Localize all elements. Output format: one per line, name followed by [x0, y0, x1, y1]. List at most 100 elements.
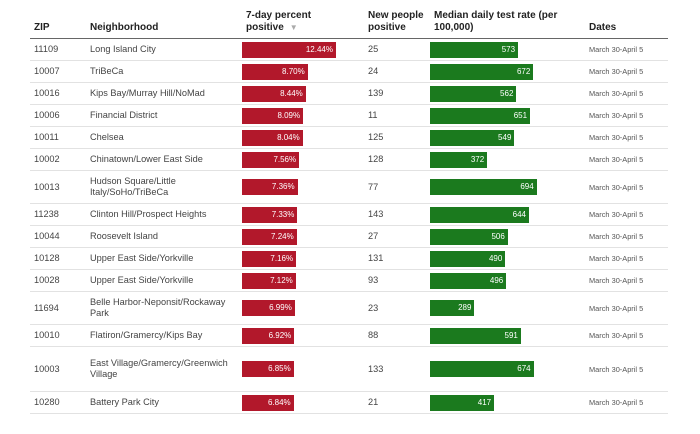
column-header-dates[interactable]: Dates: [585, 0, 668, 39]
dates-cell: March 30-April 5: [585, 60, 668, 83]
new-positive-cell: 27: [364, 225, 430, 248]
new-positive-cell: 88: [364, 324, 430, 347]
table-row[interactable]: 10003 East Village/Gramercy/Greenwich Vil…: [30, 346, 668, 392]
zip-cell: 10016: [30, 82, 86, 105]
percent-bar-track: 8.04%: [242, 129, 364, 146]
test-rate-bar: 644: [430, 206, 529, 223]
column-header-new-positive[interactable]: New people positive: [364, 0, 430, 39]
table-row[interactable]: 11109 Long Island City 12.44% 25 573 March 30…: [30, 38, 668, 61]
neighborhood-cell: Chelsea: [86, 126, 242, 149]
test-rate-bar-track: 496: [430, 272, 585, 289]
table-row[interactable]: 10011 Chelsea 8.04% 125 549 March 30-April 5: [30, 126, 668, 149]
table-row[interactable]: 11694 Belle Harbor-Neponsit/Rockaway Park…: [30, 291, 668, 325]
percent-bar-track: 7.56%: [242, 151, 364, 168]
percent-positive-bar: 6.92%: [242, 327, 295, 344]
sort-descending-icon[interactable]: ▼: [289, 23, 298, 32]
test-rate-bar: 496: [430, 272, 507, 289]
test-rate-bar-track: 506: [430, 228, 585, 245]
dates-cell: March 30-April 5: [585, 291, 668, 325]
percent-positive-cell: 7.24%: [242, 225, 364, 248]
dates-cell: March 30-April 5: [585, 247, 668, 270]
column-header-percent-positive[interactable]: 7-day percent positive ▼: [242, 0, 364, 39]
table-row[interactable]: 10016 Kips Bay/Murray Hill/NoMad 8.44% 139 5…: [30, 82, 668, 105]
neighborhood-cell: TriBeCa: [86, 60, 242, 83]
test-rate-bar: 573: [430, 41, 519, 58]
test-rate-bar: 672: [430, 63, 534, 80]
test-rate-bar: 506: [430, 228, 508, 245]
test-rate-bar-track: 591: [430, 327, 585, 344]
test-rate-cell: 651: [430, 104, 585, 127]
test-rate-cell: 417: [430, 391, 585, 414]
percent-positive-cell: 7.36%: [242, 170, 364, 204]
zip-cell: 11238: [30, 203, 86, 226]
test-rate-cell: 506: [430, 225, 585, 248]
table-row[interactable]: 10280 Battery Park City 6.84% 21 417 March 30…: [30, 391, 668, 414]
zip-cell: 10128: [30, 247, 86, 270]
table-row[interactable]: 10128 Upper East Side/Yorkville 7.16% 131 49…: [30, 247, 668, 270]
test-rate-bar-track: 417: [430, 394, 585, 411]
table-row[interactable]: 10006 Financial District 8.09% 11 651 March 3…: [30, 104, 668, 127]
test-rate-bar: 591: [430, 327, 521, 344]
test-rate-cell: 573: [430, 38, 585, 61]
column-header-zip[interactable]: ZIP: [30, 0, 86, 39]
percent-positive-bar: 6.85%: [242, 361, 294, 377]
dates-cell: March 30-April 5: [585, 38, 668, 61]
test-rate-bar-track: 644: [430, 206, 585, 223]
table-row[interactable]: 10013 Hudson Square/Little Italy/SoHo/Tri…: [30, 170, 668, 204]
column-header-neighborhood[interactable]: Neighborhood: [86, 0, 242, 39]
test-rate-cell: 496: [430, 269, 585, 292]
percent-positive-cell: 7.33%: [242, 203, 364, 226]
table-row[interactable]: 10010 Flatiron/Gramercy/Kips Bay 6.92% 88 59…: [30, 324, 668, 347]
table-row[interactable]: 11238 Clinton Hill/Prospect Heights 7.33% 1…: [30, 203, 668, 226]
new-positive-cell: 133: [364, 346, 430, 392]
table-row[interactable]: 10002 Chinatown/Lower East Side 7.56% 128 37…: [30, 148, 668, 171]
test-rate-cell: 289: [430, 291, 585, 325]
percent-positive-bar: 7.36%: [242, 179, 298, 195]
percent-positive-bar: 7.16%: [242, 250, 297, 267]
new-positive-cell: 125: [364, 126, 430, 149]
test-rate-cell: 549: [430, 126, 585, 149]
percent-bar-track: 7.24%: [242, 228, 364, 245]
percent-positive-cell: 7.56%: [242, 148, 364, 171]
percent-positive-bar: 8.44%: [242, 85, 306, 102]
test-rate-cell: 490: [430, 247, 585, 270]
test-rate-cell: 372: [430, 148, 585, 171]
test-rate-bar: 674: [430, 361, 534, 377]
test-rate-bar: 549: [430, 129, 515, 146]
zip-cell: 10006: [30, 104, 86, 127]
neighborhood-cell: Roosevelt Island: [86, 225, 242, 248]
dates-cell: March 30-April 5: [585, 203, 668, 226]
neighborhood-cell: Long Island City: [86, 38, 242, 61]
column-header-dates-label: Dates: [589, 22, 617, 33]
percent-positive-cell: 12.44%: [242, 38, 364, 61]
percent-bar-track: 7.12%: [242, 272, 364, 289]
test-rate-bar: 289: [430, 300, 475, 316]
neighborhood-cell: Flatiron/Gramercy/Kips Bay: [86, 324, 242, 347]
neighborhood-cell: Upper East Side/Yorkville: [86, 247, 242, 270]
column-header-test-rate-label: Median daily test rate (per 100,000): [434, 10, 558, 33]
table-row[interactable]: 10044 Roosevelt Island 7.24% 27 506 March 30-…: [30, 225, 668, 248]
test-rate-bar-track: 549: [430, 129, 585, 146]
percent-bar-track: 8.70%: [242, 63, 364, 80]
dates-cell: March 30-April 5: [585, 126, 668, 149]
table-header: ZIP Neighborhood 7-day percent positive ▼…: [30, 0, 668, 39]
test-rate-bar: 490: [430, 250, 506, 267]
zip-cell: 10280: [30, 391, 86, 414]
test-rate-bar: 651: [430, 107, 531, 124]
test-rate-bar-track: 490: [430, 250, 585, 267]
column-header-test-rate[interactable]: Median daily test rate (per 100,000): [430, 0, 585, 39]
dates-cell: March 30-April 5: [585, 346, 668, 392]
new-positive-cell: 21: [364, 391, 430, 414]
test-rate-bar: 417: [430, 394, 495, 411]
test-rate-bar: 372: [430, 151, 488, 168]
dates-cell: March 30-April 5: [585, 170, 668, 204]
percent-positive-bar: 8.70%: [242, 63, 308, 80]
neighborhood-cell: Battery Park City: [86, 391, 242, 414]
column-header-neighborhood-label: Neighborhood: [90, 22, 159, 33]
table-row[interactable]: 10028 Upper East Side/Yorkville 7.12% 93 496…: [30, 269, 668, 292]
zip-cell: 11109: [30, 38, 86, 61]
new-positive-cell: 128: [364, 148, 430, 171]
table-row[interactable]: 10007 TriBeCa 8.70% 24 672 March 30-April 5: [30, 60, 668, 83]
zip-cell: 10007: [30, 60, 86, 83]
column-header-zip-label: ZIP: [34, 22, 50, 33]
